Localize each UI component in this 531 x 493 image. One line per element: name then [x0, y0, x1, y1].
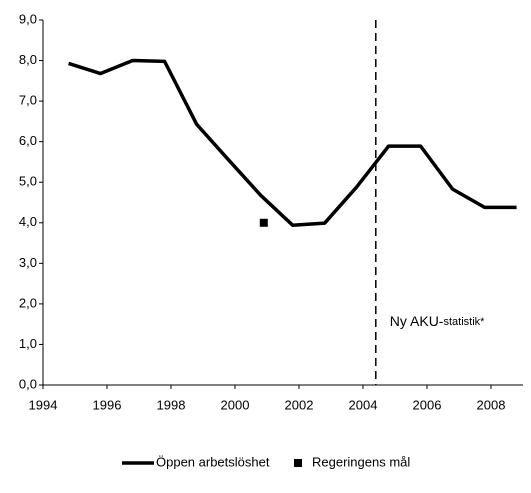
marker	[259, 218, 268, 227]
legend-label: Regeringens mål	[312, 454, 410, 469]
x-tick-label: 2000	[221, 397, 250, 412]
y-tick-label: 1,0	[19, 336, 37, 351]
y-tick-label: 4,0	[19, 214, 37, 229]
y-tick-label: 9,0	[19, 11, 37, 26]
y-tick-label: 7,0	[19, 93, 37, 108]
legend-marker	[294, 459, 302, 467]
x-tick-label: 2002	[285, 397, 314, 412]
y-tick-label: 0,0	[19, 376, 37, 391]
x-tick-label: 1998	[157, 397, 186, 412]
data-line	[68, 58, 517, 227]
x-tick-label: 2006	[413, 397, 442, 412]
x-tick-label: 2004	[349, 397, 378, 412]
annotation: Ny AKU-statistik*	[390, 313, 485, 329]
x-tick-label: 1994	[29, 397, 58, 412]
y-tick-label: 8,0	[19, 52, 37, 67]
annotation-part: Ny AKU-	[390, 313, 444, 329]
legend-label: Öppen arbetslöshet	[156, 454, 270, 469]
y-tick-label: 3,0	[19, 255, 37, 270]
x-tick-label: 1996	[93, 397, 122, 412]
x-tick-label: 2008	[477, 397, 506, 412]
y-tick-label: 2,0	[19, 295, 37, 310]
annotation-part: statistik*	[443, 316, 485, 328]
y-tick-label: 6,0	[19, 133, 37, 148]
y-tick-label: 5,0	[19, 174, 37, 189]
